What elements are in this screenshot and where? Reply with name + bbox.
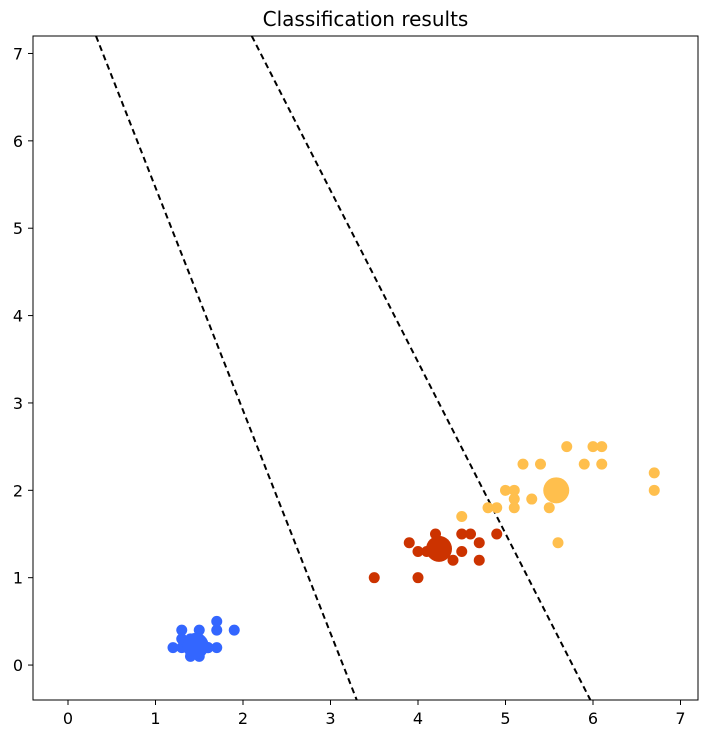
x-tick-label: 6 bbox=[588, 709, 598, 728]
data-point bbox=[596, 458, 608, 470]
cluster-centroid bbox=[182, 632, 209, 659]
data-point bbox=[211, 615, 223, 627]
data-point bbox=[412, 572, 424, 584]
data-point bbox=[211, 624, 223, 636]
data-point bbox=[578, 458, 590, 470]
y-tick-label: 6 bbox=[13, 132, 23, 151]
y-tick-label: 5 bbox=[13, 219, 23, 238]
y-tick-label: 2 bbox=[13, 481, 23, 500]
y-axis: 0 1 2 3 4 5 6 7 bbox=[13, 44, 33, 675]
x-tick-label: 0 bbox=[63, 709, 73, 728]
data-point bbox=[517, 458, 529, 470]
data-point bbox=[167, 642, 179, 654]
data-point bbox=[491, 528, 503, 540]
data-point bbox=[482, 502, 494, 514]
y-tick-label: 1 bbox=[13, 569, 23, 588]
plot-frame bbox=[32, 35, 699, 701]
data-point bbox=[526, 493, 538, 505]
data-point bbox=[491, 502, 503, 514]
data-point bbox=[228, 624, 240, 636]
data-point bbox=[508, 484, 520, 496]
data-point bbox=[465, 528, 476, 540]
data-point bbox=[456, 511, 468, 523]
data-point bbox=[368, 572, 380, 584]
x-tick-label: 1 bbox=[150, 709, 160, 728]
data-point bbox=[648, 484, 660, 496]
data-point bbox=[508, 493, 520, 505]
data-point bbox=[412, 545, 424, 557]
x-tick-label: 3 bbox=[325, 709, 335, 728]
y-tick-label: 0 bbox=[13, 656, 23, 675]
y-tick-label: 4 bbox=[13, 307, 23, 326]
data-point bbox=[456, 528, 468, 540]
data-point bbox=[535, 458, 546, 470]
data-point bbox=[587, 441, 599, 453]
data-point bbox=[508, 502, 520, 514]
data-point bbox=[176, 624, 188, 636]
x-tick-label: 5 bbox=[500, 709, 510, 728]
x-tick-label: 4 bbox=[413, 709, 423, 728]
x-tick-label: 7 bbox=[675, 709, 685, 728]
data-point bbox=[211, 642, 223, 654]
plot-area bbox=[95, 36, 660, 700]
decision-boundary-2 bbox=[250, 36, 592, 700]
data-point bbox=[500, 484, 511, 496]
x-tick-label: 2 bbox=[238, 709, 248, 728]
decision-boundary-1 bbox=[95, 36, 358, 700]
data-point bbox=[403, 537, 415, 549]
data-point bbox=[543, 502, 555, 514]
data-point bbox=[552, 537, 564, 549]
data-point bbox=[596, 441, 608, 453]
cluster-centroid bbox=[543, 477, 570, 504]
y-tick-label: 7 bbox=[13, 44, 23, 63]
data-point bbox=[473, 554, 485, 566]
x-axis: 0 1 2 3 4 5 6 7 bbox=[63, 700, 686, 728]
data-point bbox=[456, 545, 468, 557]
chart-title: Classification results bbox=[263, 7, 469, 31]
data-point bbox=[447, 554, 459, 566]
cluster-centroid bbox=[426, 535, 452, 562]
data-point bbox=[561, 441, 573, 453]
data-point bbox=[473, 537, 485, 549]
y-tick-label: 3 bbox=[13, 394, 23, 413]
data-point bbox=[648, 467, 660, 479]
